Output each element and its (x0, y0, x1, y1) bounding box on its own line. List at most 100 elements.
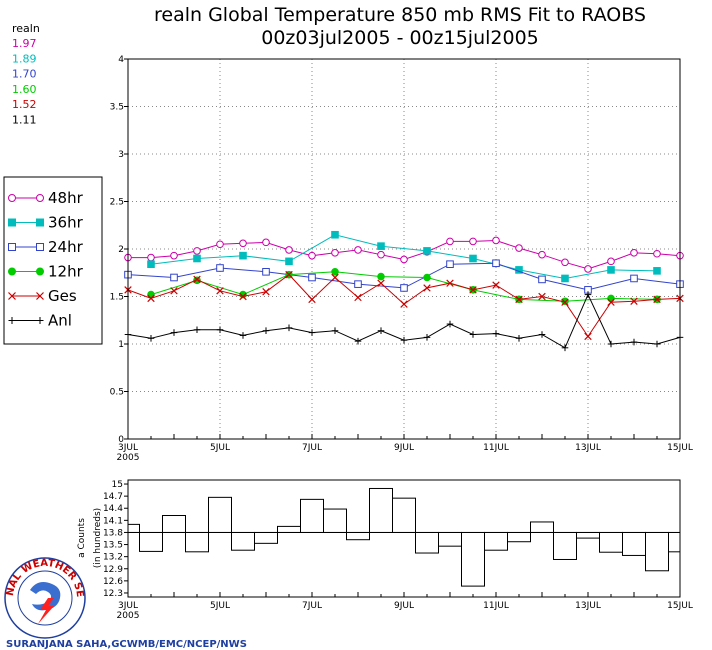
point-Ges-10-b (354, 293, 362, 302)
legend-marker-left-36hr-shape (8, 218, 16, 227)
point-12hr-1-shape (193, 276, 201, 285)
legend-marker-right-36hr (36, 218, 44, 227)
y-tick-label-4: 2 (118, 245, 124, 255)
point-36hr-10-shape (607, 266, 615, 274)
point-Ges-11-b (377, 279, 385, 287)
legend-marker-left-Ges (8, 292, 16, 300)
point-36hr-3 (285, 257, 293, 266)
legend-marker-right-Ges-b (36, 292, 44, 300)
y-tick-label-6: 3 (118, 150, 124, 160)
legend-item-24hr: 24hr (8, 238, 84, 256)
point-48hr-23 (653, 249, 661, 258)
legend-item-Ges: Ges (8, 287, 77, 305)
point-Anl-22 (630, 338, 638, 346)
point-Ges-9-b (331, 273, 339, 282)
point-Ges-22 (630, 297, 638, 305)
point-Ges-16 (492, 281, 500, 289)
point-12hr-4 (331, 268, 339, 276)
y-tick-label-2: 1 (118, 340, 124, 350)
bot-x-tick-label-5: 13JUL (575, 601, 601, 611)
point-Anl-4 (216, 326, 224, 334)
point-36hr-0-shape (147, 260, 155, 268)
legend-marker-right-24hr-shape (36, 243, 44, 251)
point-24hr-1 (170, 273, 178, 282)
point-Anl-16 (492, 330, 500, 337)
storm-icon (30, 582, 61, 611)
point-24hr-3 (262, 268, 270, 276)
point-36hr-2 (239, 251, 247, 260)
legend-marker-left-Ges-b (8, 292, 16, 300)
bot-x-tick-label-3: 9JUL (394, 601, 414, 611)
point-48hr-2 (170, 251, 178, 260)
point-48hr-3 (193, 247, 201, 255)
mean-value-5: 1.11 (12, 114, 37, 127)
bot-y-tick-label-9: 15 (112, 480, 123, 490)
legend-label-Anl: Anl (48, 312, 72, 330)
legend-label-24hr: 24hr (48, 238, 84, 256)
point-48hr-17 (515, 244, 523, 252)
y-tick-label-8: 4 (118, 55, 124, 65)
legend-marker-right-36hr-shape (36, 218, 44, 227)
point-48hr-7 (285, 246, 293, 254)
count-bin-14 (438, 531, 462, 547)
point-Ges-17 (515, 295, 523, 304)
point-Ges-2 (170, 287, 178, 295)
legend: 48hr 36hr 24hr 12hr Ges Anl (8, 189, 84, 330)
series-Anl (124, 291, 684, 352)
point-48hr-19-shape (561, 258, 569, 267)
point-36hr-1-shape (193, 254, 201, 263)
legend-marker-right-Anl (36, 317, 44, 324)
point-48hr-14 (446, 237, 454, 246)
bot-x-tick-label-6: 15JUL (667, 601, 693, 611)
point-Ges-3-b (193, 275, 201, 284)
point-Ges-9 (331, 273, 339, 282)
point-48hr-20-shape (584, 265, 592, 273)
point-Ges-19-b (561, 298, 569, 306)
point-48hr-18-shape (538, 250, 546, 259)
legend-marker-left-48hr-shape (8, 194, 16, 202)
count-bin-10 (346, 531, 370, 541)
y-tick-label-7: 3.5 (110, 103, 124, 113)
point-48hr-4 (216, 240, 224, 249)
point-24hr-4-shape (308, 273, 316, 282)
series-Ges (124, 270, 684, 341)
point-12hr-4-shape (331, 268, 339, 276)
bot-x-year-label: 2005 (117, 611, 140, 621)
legend-marker-left-Anl (8, 317, 16, 324)
point-Anl-9 (331, 327, 339, 334)
x-tick-label-6: 15JUL (667, 443, 693, 453)
count-bin-17 (507, 531, 531, 543)
point-48hr-22-shape (630, 249, 638, 257)
legend-item-12hr: 12hr (8, 263, 84, 281)
series-48hr (124, 236, 684, 273)
point-Ges-5-b (239, 292, 247, 301)
point-36hr-1 (193, 254, 201, 263)
bot-x-tick-label-0: 3JUL (118, 601, 138, 611)
count-bin-5 (231, 531, 255, 551)
bot-x-tick-label-2: 7JUL (302, 601, 322, 611)
point-Ges-12 (400, 300, 408, 308)
series-36hr (147, 230, 661, 283)
point-Ges-2-b (170, 287, 178, 295)
x-tick-label-0: 3JUL (118, 443, 138, 453)
point-48hr-16-shape (492, 236, 500, 245)
point-Anl-14 (446, 320, 454, 328)
count-bin-22 (622, 531, 646, 556)
point-12hr-5 (377, 272, 385, 281)
bottom-plot-histogram (127, 487, 681, 587)
count-bin-6 (254, 531, 278, 544)
mean-value-0: 1.97 (12, 37, 37, 50)
point-Anl-1 (147, 335, 155, 342)
point-Ges-15 (469, 286, 477, 294)
point-Ges-12-b (400, 300, 408, 308)
point-Ges-13 (423, 284, 431, 292)
y-tick-label-1: 0.5 (110, 388, 124, 398)
point-Ges-18-b (538, 292, 546, 301)
count-bin-13 (415, 531, 439, 554)
point-24hr-9 (538, 275, 546, 284)
point-Anl-10 (354, 337, 362, 345)
point-Ges-7 (285, 270, 293, 279)
count-bin-1 (139, 531, 163, 552)
legend-label-Ges: Ges (48, 287, 77, 305)
